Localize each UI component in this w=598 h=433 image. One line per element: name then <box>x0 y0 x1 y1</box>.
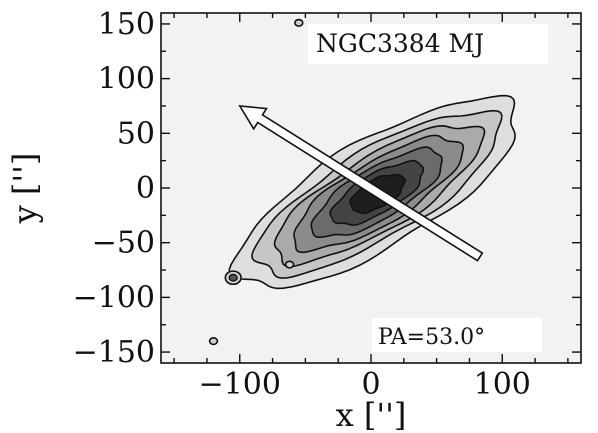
y-axis-label: y [''] <box>6 153 44 225</box>
galaxy-label: NGC3384 MJ <box>316 29 484 58</box>
y-tick-label: 150 <box>98 7 155 42</box>
position-angle-arrow <box>238 105 484 262</box>
x-tick-label: −100 <box>199 367 281 402</box>
isolated-contour-3 <box>208 337 219 346</box>
tick-labels: −100 0 100 150 100 50 0 −50 −100 −150 <box>73 7 531 402</box>
galaxy-label-background <box>308 24 548 64</box>
y-tick-label: 0 <box>136 171 155 206</box>
y-tick-label: −150 <box>73 335 155 370</box>
isolated-contour-core <box>228 273 238 282</box>
y-tick-label: 100 <box>98 62 155 97</box>
pa-label-background <box>372 318 542 352</box>
arrow-shape <box>238 105 484 262</box>
isolated-contour-1 <box>294 18 304 27</box>
x-tick-label: 100 <box>474 367 531 402</box>
axis-ticks <box>161 13 581 363</box>
x-tick-label: 0 <box>361 367 380 402</box>
y-tick-label: 50 <box>117 116 155 151</box>
x-axis-label: x [''] <box>336 396 407 433</box>
y-tick-label: −100 <box>73 280 155 315</box>
isolated-contour-2 <box>284 260 295 269</box>
pa-label: PA=53.0° <box>378 325 485 350</box>
y-tick-label: −50 <box>92 226 155 261</box>
